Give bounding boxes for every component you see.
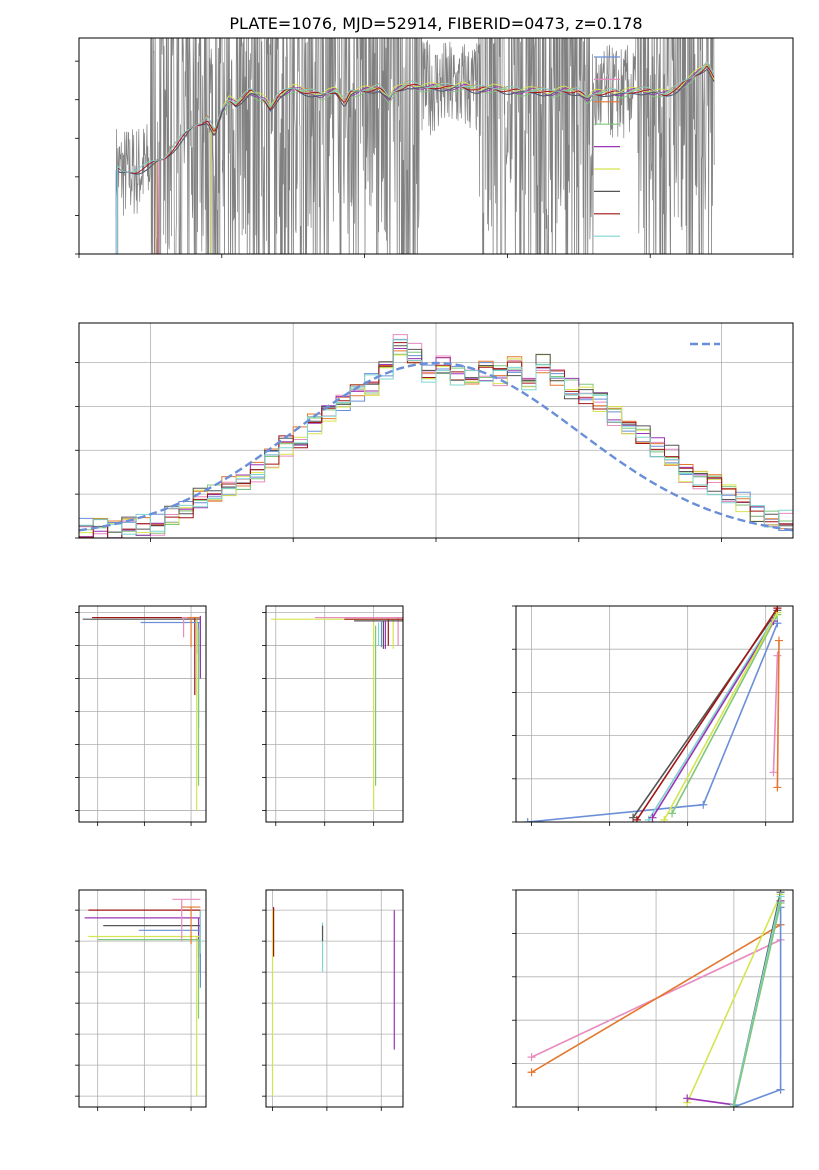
figure-title: PLATE=1076, MJD=52914, FIBERID=0473, z=0… bbox=[229, 14, 642, 33]
weight-marker bbox=[729, 1103, 738, 1107]
model-line-5 bbox=[209, 64, 715, 254]
plot-area bbox=[115, 38, 715, 254]
axes-frame bbox=[78, 605, 207, 823]
weight-marker bbox=[644, 815, 653, 822]
panel-mass-vs-z bbox=[75, 889, 207, 1111]
weight-line-4 bbox=[651, 620, 775, 819]
panel-spectrum bbox=[75, 37, 794, 258]
weight-marker bbox=[776, 899, 785, 908]
plot-area bbox=[527, 890, 785, 1107]
weight-marker bbox=[523, 818, 532, 822]
plot-area bbox=[84, 898, 201, 1097]
weight-marker bbox=[699, 800, 708, 809]
axes bbox=[75, 612, 192, 826]
plot-area bbox=[523, 606, 783, 822]
axes-frame bbox=[515, 889, 794, 1108]
weight-line-2 bbox=[647, 618, 775, 821]
weight-line-2 bbox=[686, 893, 782, 1104]
plot-area bbox=[79, 334, 793, 538]
axes-frame bbox=[78, 37, 794, 255]
axes-frame bbox=[515, 605, 794, 823]
observed-spectrum bbox=[115, 38, 715, 254]
weight-marker bbox=[527, 1068, 536, 1077]
axes bbox=[75, 909, 192, 1111]
weight-line-7 bbox=[776, 640, 780, 788]
axes-frame bbox=[265, 889, 404, 1108]
weight-marker bbox=[683, 1094, 692, 1103]
axes bbox=[75, 60, 794, 258]
legend bbox=[594, 56, 620, 237]
model-line-3 bbox=[209, 64, 715, 254]
weight-marker bbox=[632, 815, 641, 822]
gaussian-curve bbox=[79, 361, 793, 532]
weight-line-8 bbox=[733, 902, 782, 1107]
weight-marker bbox=[774, 636, 783, 645]
weight-line-5 bbox=[663, 612, 779, 821]
weight-marker bbox=[648, 813, 657, 822]
axes bbox=[75, 362, 722, 542]
axes bbox=[512, 605, 767, 826]
histogram-8 bbox=[79, 339, 793, 535]
axes bbox=[262, 612, 375, 826]
weight-marker bbox=[660, 815, 669, 822]
weight-marker bbox=[773, 651, 782, 660]
model-line-8 bbox=[117, 61, 715, 254]
panel-mass-vs-ebv bbox=[262, 889, 404, 1111]
plot-area bbox=[82, 615, 201, 811]
weight-line-3 bbox=[733, 1088, 781, 1107]
axes-frame bbox=[78, 322, 794, 539]
weight-line-0 bbox=[527, 622, 779, 822]
weight-line-3 bbox=[671, 614, 779, 814]
weight-marker bbox=[773, 606, 782, 613]
weight-marker bbox=[769, 768, 778, 777]
plot-area bbox=[270, 616, 403, 811]
axes-frame bbox=[265, 605, 404, 823]
weight-line-6 bbox=[772, 655, 779, 773]
axes-frame bbox=[78, 889, 207, 1108]
model-line-6 bbox=[117, 68, 715, 254]
axes bbox=[512, 889, 735, 1111]
panel-age-vs-mass bbox=[262, 605, 404, 826]
panel-weight-vs-age bbox=[512, 605, 794, 826]
weight-marker bbox=[776, 1085, 785, 1094]
weight-line-8 bbox=[636, 607, 779, 821]
axes bbox=[262, 909, 382, 1111]
panel-age-vs-z bbox=[75, 605, 207, 826]
weight-line-1 bbox=[531, 924, 782, 1073]
panel-weight-vs-z bbox=[512, 889, 794, 1111]
panel-residuals bbox=[75, 322, 794, 542]
plot-area bbox=[271, 907, 395, 1097]
model-line-7 bbox=[117, 65, 715, 254]
weight-marker bbox=[527, 1053, 536, 1062]
weight-marker bbox=[668, 809, 677, 818]
weight-marker bbox=[773, 783, 782, 792]
